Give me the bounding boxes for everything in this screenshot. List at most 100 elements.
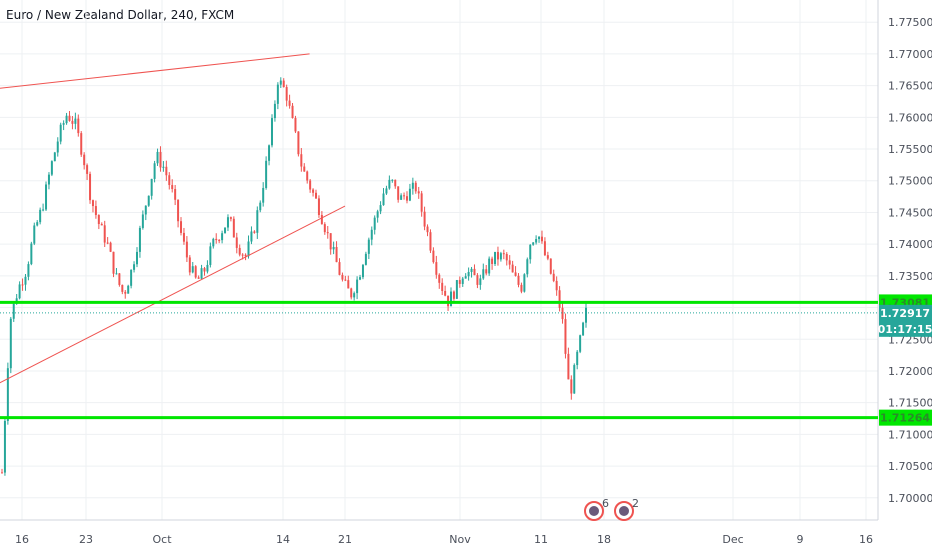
candle-body [59,124,62,142]
x-tick-label: 23 [79,533,93,546]
candle-body [540,236,543,242]
x-tick-label: 11 [534,533,548,546]
candle-body [538,236,541,240]
y-tick-label: 1.75000 [888,175,932,188]
candle-body [476,275,479,285]
candle-body [523,274,526,292]
y-tick-label: 1.74500 [888,206,932,219]
candle-body [121,284,124,292]
candle-body [89,173,92,201]
x-tick-label: Nov [449,533,471,546]
candle-body [367,239,370,254]
candle-body [532,242,535,245]
x-tick-label: Dec [722,533,743,546]
candle-body [42,209,45,211]
candle-body [9,318,12,369]
candle-body [511,264,514,273]
candle-body [364,253,367,265]
candle-body [56,141,59,153]
y-tick-label: 1.75500 [888,143,932,156]
candle-body [546,255,549,259]
candle-body [438,274,441,283]
countdown-label: 01:17:15 [878,323,932,336]
candle-body [30,243,33,265]
candle-body [335,246,338,263]
candle-body [411,182,414,189]
candle-body [159,151,162,168]
candle-body [185,241,188,258]
candle-body [276,84,279,104]
level-price-badge [879,409,932,426]
candle-body [514,272,517,276]
candle-body [505,253,508,261]
candle-body [444,290,447,296]
candle-body [426,226,429,233]
trend-line[interactable] [0,53,310,92]
y-tick-label: 1.72000 [888,365,932,378]
candle-body [135,251,138,265]
candle-body [191,266,194,273]
candle-body [39,209,42,223]
candle-body [180,221,183,233]
candle-body [488,258,491,274]
candle-body [441,282,444,291]
candle-body [405,196,408,201]
candle-body [130,269,133,286]
current-price-label: 1.72917 [880,307,930,320]
candle-body [429,232,432,251]
candle-body [473,268,476,276]
candle-body [535,239,538,243]
candle-body [332,246,335,250]
candle-body [317,198,320,215]
candle-body [147,195,150,206]
candle-body [45,184,48,210]
candle-body [309,180,312,190]
candle-body [479,278,482,285]
candle-body [33,225,36,244]
candle-body [21,284,24,286]
candle-body [464,276,467,279]
candle-body [382,193,385,206]
candle-body [77,118,80,134]
candle-body [65,115,68,124]
candle-body [391,179,394,181]
candle-body [218,240,221,242]
y-tick-label: 1.77000 [888,48,932,61]
candle-body [241,254,244,256]
event-count-label: 2 [632,497,639,510]
candle-body [86,165,89,174]
candle-body [270,118,273,146]
x-tick-label: 16 [859,533,873,546]
candle-body [397,186,400,200]
candle-body [188,257,191,273]
candle-body [403,195,406,197]
candle-body [74,118,77,124]
candle-body [329,233,332,250]
candle-body [458,280,461,284]
candle-body [423,211,426,227]
candle-body [141,214,144,228]
candle-body [291,105,294,119]
candle-body [570,379,573,394]
candle-body [353,293,356,298]
candle-body [68,115,71,121]
y-tick-label: 1.76000 [888,111,932,124]
candle-body [273,103,276,119]
candle-body [94,206,97,216]
y-tick-label: 1.74000 [888,238,932,251]
candle-body [344,279,347,281]
candle-body [71,120,74,124]
candle-body [432,250,435,263]
candle-body [265,160,268,188]
candle-body [162,166,165,168]
candle-body [115,273,118,275]
candle-body [356,279,359,294]
event-marker-face [589,506,599,516]
candle-body [144,205,147,215]
x-tick-label: 21 [338,533,352,546]
candle-body [461,278,464,284]
y-tick-label: 1.70500 [888,460,932,473]
candle-body [124,291,127,294]
candle-body [127,285,130,294]
